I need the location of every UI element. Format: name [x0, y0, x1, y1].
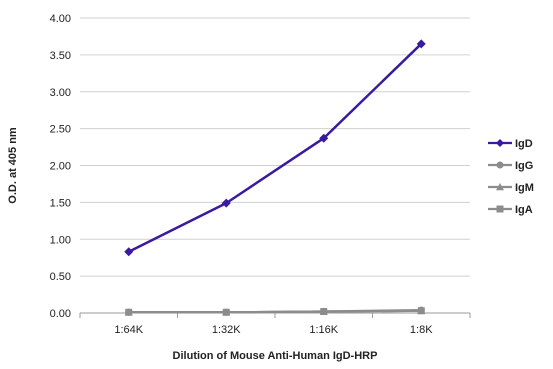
data-point: [320, 308, 328, 316]
y-tick-label: 3.00: [50, 87, 71, 99]
legend-marker: [496, 161, 504, 169]
data-point: [416, 39, 426, 49]
series-line: [128, 308, 422, 314]
y-tick-label: 2.50: [50, 124, 71, 136]
x-tick-label: 1:8K: [410, 324, 433, 336]
legend-item-igd: IgD: [488, 138, 533, 150]
y-tick-label: 0.50: [50, 271, 71, 283]
x-tick-label: 1:64K: [114, 324, 143, 336]
legend-label: IgG: [515, 160, 533, 172]
y-axis-title: O.D. at 405 nm: [7, 127, 19, 204]
data-point: [221, 198, 231, 208]
legend-marker: [496, 205, 504, 213]
y-tick-label: 0.00: [50, 308, 71, 320]
legend-label: IgD: [515, 138, 533, 150]
y-tick-label: 4.00: [50, 13, 71, 25]
legend-item-iga: IgA: [488, 204, 533, 216]
series-igd: [124, 39, 426, 257]
y-tick-label: 3.50: [50, 50, 71, 62]
legend-label: IgA: [515, 204, 533, 216]
data-point: [319, 133, 329, 143]
y-axis-ticks: 0.00 0.50 1.00 1.50 2.00 2.50 3.00 3.50 4.00: [50, 13, 71, 320]
legend-item-igg: IgG: [488, 160, 533, 172]
x-axis-ticks: 1:64K 1:32K 1:16K 1:8K: [79, 313, 471, 336]
legend-item-igm: IgM: [488, 182, 534, 194]
data-point: [124, 247, 134, 257]
x-tick-label: 1:32K: [212, 324, 241, 336]
y-tick-label: 2.00: [50, 161, 71, 173]
y-tick-label: 1.50: [50, 197, 71, 209]
series-group: [124, 39, 426, 316]
data-point: [222, 308, 230, 316]
x-tick-label: 1:16K: [309, 324, 338, 336]
series-igg: [125, 306, 425, 316]
legend-marker: [496, 139, 504, 147]
legend-marker: [496, 183, 504, 191]
x-axis-title: Dilution of Mouse Anti-Human IgD-HRP: [173, 350, 378, 362]
data-point: [417, 306, 425, 314]
y-tick-label: 1.00: [50, 234, 71, 246]
series-line: [128, 42, 423, 253]
legend-label: IgM: [515, 182, 534, 194]
gridlines: [80, 17, 470, 277]
legend: IgD IgG IgM IgA: [488, 138, 534, 216]
data-point: [125, 308, 133, 316]
